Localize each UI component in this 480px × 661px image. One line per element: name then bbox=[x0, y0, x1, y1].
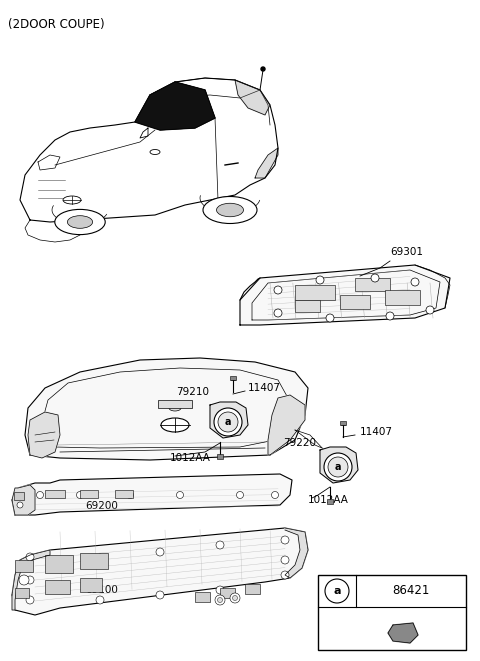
Polygon shape bbox=[12, 474, 292, 515]
Bar bbox=[15, 588, 29, 598]
Bar bbox=[295, 300, 320, 312]
Text: 79210: 79210 bbox=[176, 387, 209, 397]
Polygon shape bbox=[268, 395, 305, 455]
Bar bbox=[45, 555, 73, 573]
Text: a: a bbox=[333, 586, 341, 596]
Circle shape bbox=[325, 579, 349, 603]
Circle shape bbox=[274, 309, 282, 317]
Circle shape bbox=[217, 598, 223, 602]
Circle shape bbox=[272, 492, 278, 498]
Circle shape bbox=[386, 312, 394, 320]
Polygon shape bbox=[12, 550, 50, 610]
Circle shape bbox=[232, 596, 238, 600]
Bar bbox=[245, 584, 260, 594]
Circle shape bbox=[76, 492, 84, 498]
Circle shape bbox=[371, 274, 379, 282]
Text: 69100: 69100 bbox=[85, 585, 118, 595]
Ellipse shape bbox=[67, 215, 93, 228]
Ellipse shape bbox=[216, 203, 243, 217]
Circle shape bbox=[230, 593, 240, 603]
Ellipse shape bbox=[63, 196, 81, 204]
Circle shape bbox=[127, 492, 133, 498]
Bar bbox=[195, 592, 210, 602]
Circle shape bbox=[96, 554, 104, 562]
Circle shape bbox=[216, 541, 224, 549]
Circle shape bbox=[156, 548, 164, 556]
Bar bbox=[220, 588, 235, 598]
Text: 69301: 69301 bbox=[390, 247, 423, 257]
Text: 69200: 69200 bbox=[85, 501, 118, 511]
Circle shape bbox=[237, 492, 243, 498]
Circle shape bbox=[316, 276, 324, 284]
Ellipse shape bbox=[161, 418, 189, 432]
Bar bbox=[318, 575, 466, 650]
Circle shape bbox=[261, 67, 265, 71]
Bar bbox=[45, 490, 65, 498]
Circle shape bbox=[281, 571, 289, 579]
Polygon shape bbox=[240, 265, 450, 325]
Polygon shape bbox=[285, 528, 308, 578]
Text: 79220: 79220 bbox=[283, 438, 316, 448]
Text: 11407: 11407 bbox=[360, 427, 393, 437]
Polygon shape bbox=[12, 528, 308, 615]
Circle shape bbox=[281, 536, 289, 544]
Circle shape bbox=[215, 595, 225, 605]
Bar bbox=[80, 578, 102, 592]
Circle shape bbox=[36, 492, 44, 498]
Polygon shape bbox=[320, 447, 358, 483]
Polygon shape bbox=[28, 412, 60, 458]
Circle shape bbox=[26, 553, 34, 561]
Text: 86421: 86421 bbox=[392, 584, 430, 598]
Text: 1012AA: 1012AA bbox=[170, 453, 211, 463]
Ellipse shape bbox=[203, 196, 257, 223]
Bar bbox=[80, 553, 108, 569]
Bar bbox=[230, 376, 236, 380]
Bar bbox=[14, 492, 24, 500]
Circle shape bbox=[96, 596, 104, 604]
Circle shape bbox=[216, 586, 224, 594]
Circle shape bbox=[17, 502, 23, 508]
Polygon shape bbox=[388, 623, 418, 643]
Ellipse shape bbox=[150, 149, 160, 155]
Ellipse shape bbox=[55, 210, 105, 235]
Bar bbox=[295, 285, 335, 300]
Polygon shape bbox=[255, 148, 278, 178]
Circle shape bbox=[177, 492, 183, 498]
Ellipse shape bbox=[169, 405, 181, 411]
Text: a: a bbox=[225, 417, 231, 427]
Circle shape bbox=[324, 453, 352, 481]
Polygon shape bbox=[12, 485, 35, 515]
Bar bbox=[385, 290, 420, 305]
Circle shape bbox=[26, 596, 34, 604]
Bar bbox=[340, 295, 370, 309]
Circle shape bbox=[214, 408, 242, 436]
Bar bbox=[327, 499, 333, 504]
Bar bbox=[340, 421, 346, 425]
Circle shape bbox=[426, 306, 434, 314]
Bar bbox=[115, 490, 133, 498]
Circle shape bbox=[411, 278, 419, 286]
Circle shape bbox=[274, 286, 282, 294]
Text: 11407: 11407 bbox=[248, 383, 281, 393]
Circle shape bbox=[19, 575, 29, 585]
Bar bbox=[217, 454, 223, 459]
Bar bbox=[80, 490, 98, 498]
Polygon shape bbox=[210, 402, 248, 438]
Circle shape bbox=[218, 412, 238, 432]
Bar bbox=[158, 400, 192, 408]
Text: 1012AA: 1012AA bbox=[308, 495, 349, 505]
Polygon shape bbox=[25, 358, 308, 460]
Circle shape bbox=[328, 457, 348, 477]
Text: (2DOOR COUPE): (2DOOR COUPE) bbox=[8, 18, 105, 31]
Polygon shape bbox=[135, 82, 215, 130]
Bar bbox=[15, 560, 33, 572]
Circle shape bbox=[281, 556, 289, 564]
Text: a: a bbox=[335, 462, 341, 472]
Polygon shape bbox=[235, 80, 270, 115]
Bar bbox=[45, 580, 70, 594]
Circle shape bbox=[156, 591, 164, 599]
Circle shape bbox=[26, 576, 34, 584]
Bar bbox=[355, 278, 390, 291]
Circle shape bbox=[326, 314, 334, 322]
